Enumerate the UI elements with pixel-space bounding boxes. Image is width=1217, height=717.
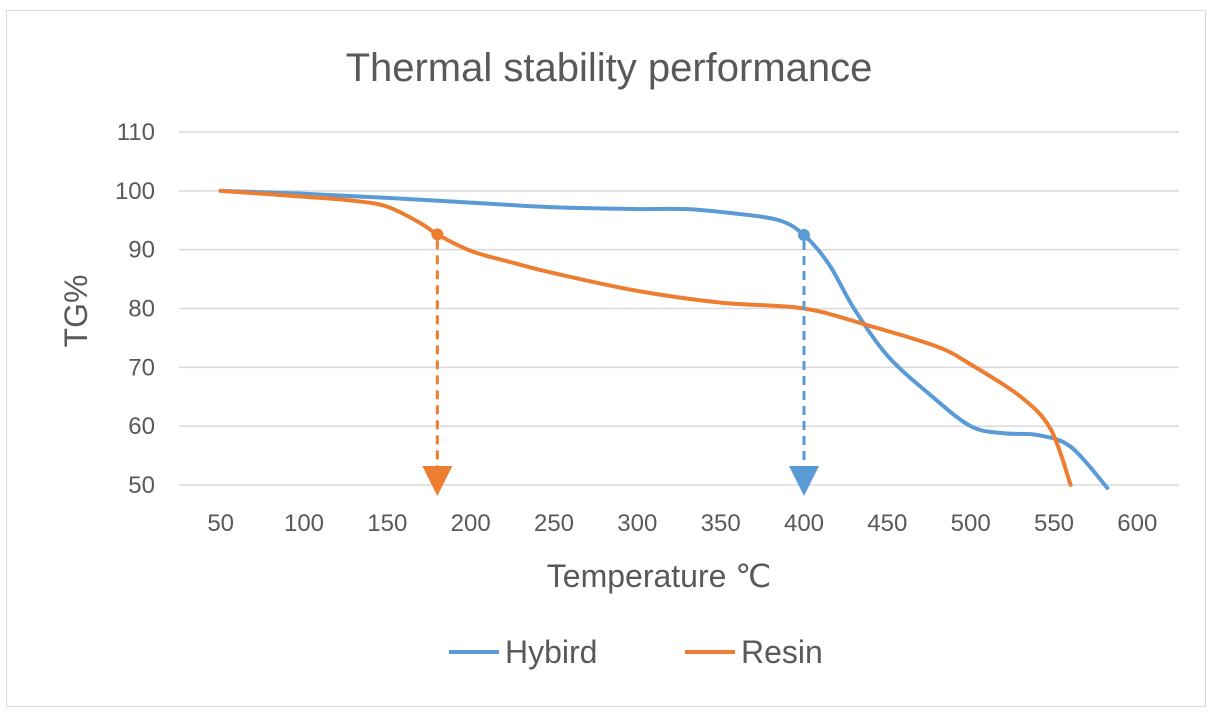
y-axis-title: TG%	[58, 275, 94, 348]
x-tick-label: 50	[207, 510, 234, 537]
x-axis-title: Temperature ℃	[547, 558, 771, 594]
y-tick-label: 90	[128, 237, 155, 264]
x-tick-label: 200	[451, 510, 491, 537]
x-tick-label: 500	[951, 510, 991, 537]
x-tick-label: 400	[784, 510, 824, 537]
y-tick-label: 70	[128, 354, 155, 381]
gridlines	[179, 131, 1179, 486]
y-tick-label: 60	[128, 413, 155, 440]
x-tick-label: 100	[284, 510, 324, 537]
y-tick-label: 50	[128, 472, 155, 499]
x-tick-label: 300	[617, 510, 657, 537]
annotations	[422, 228, 819, 496]
series-lines	[218, 188, 1110, 490]
x-tick-label: 550	[1034, 510, 1074, 537]
y-tick-label: 80	[128, 296, 155, 323]
legend-label-hybird: Hybird	[505, 634, 597, 670]
chart-title: Thermal stability performance	[346, 46, 873, 90]
x-tick-label: 450	[867, 510, 907, 537]
y-axis-ticks: 50 60 70 80 90 100 110	[115, 119, 155, 499]
x-tick-label: 150	[367, 510, 407, 537]
marker-point-hybird	[798, 228, 810, 241]
y-tick-label: 110	[117, 119, 155, 146]
x-tick-label: 250	[534, 510, 574, 537]
x-tick-label: 600	[1117, 510, 1157, 537]
chart-area: Thermal stability performance 50 60 70 80 90…	[58, 46, 1179, 670]
series-line-resin	[218, 188, 1073, 487]
x-tick-label: 350	[701, 510, 741, 537]
legend: Hybird Resin	[449, 634, 823, 670]
marker-point-resin	[431, 228, 444, 241]
series-line-hybird	[218, 188, 1110, 490]
y-tick-label: 100	[115, 178, 155, 205]
x-axis-ticks: 50 100 150 200 250 300 350 400 450 500 550 600	[207, 510, 1157, 537]
chart-frame: Thermal stability performance 50 60 70 80 90…	[6, 10, 1206, 707]
legend-label-resin: Resin	[741, 634, 823, 670]
